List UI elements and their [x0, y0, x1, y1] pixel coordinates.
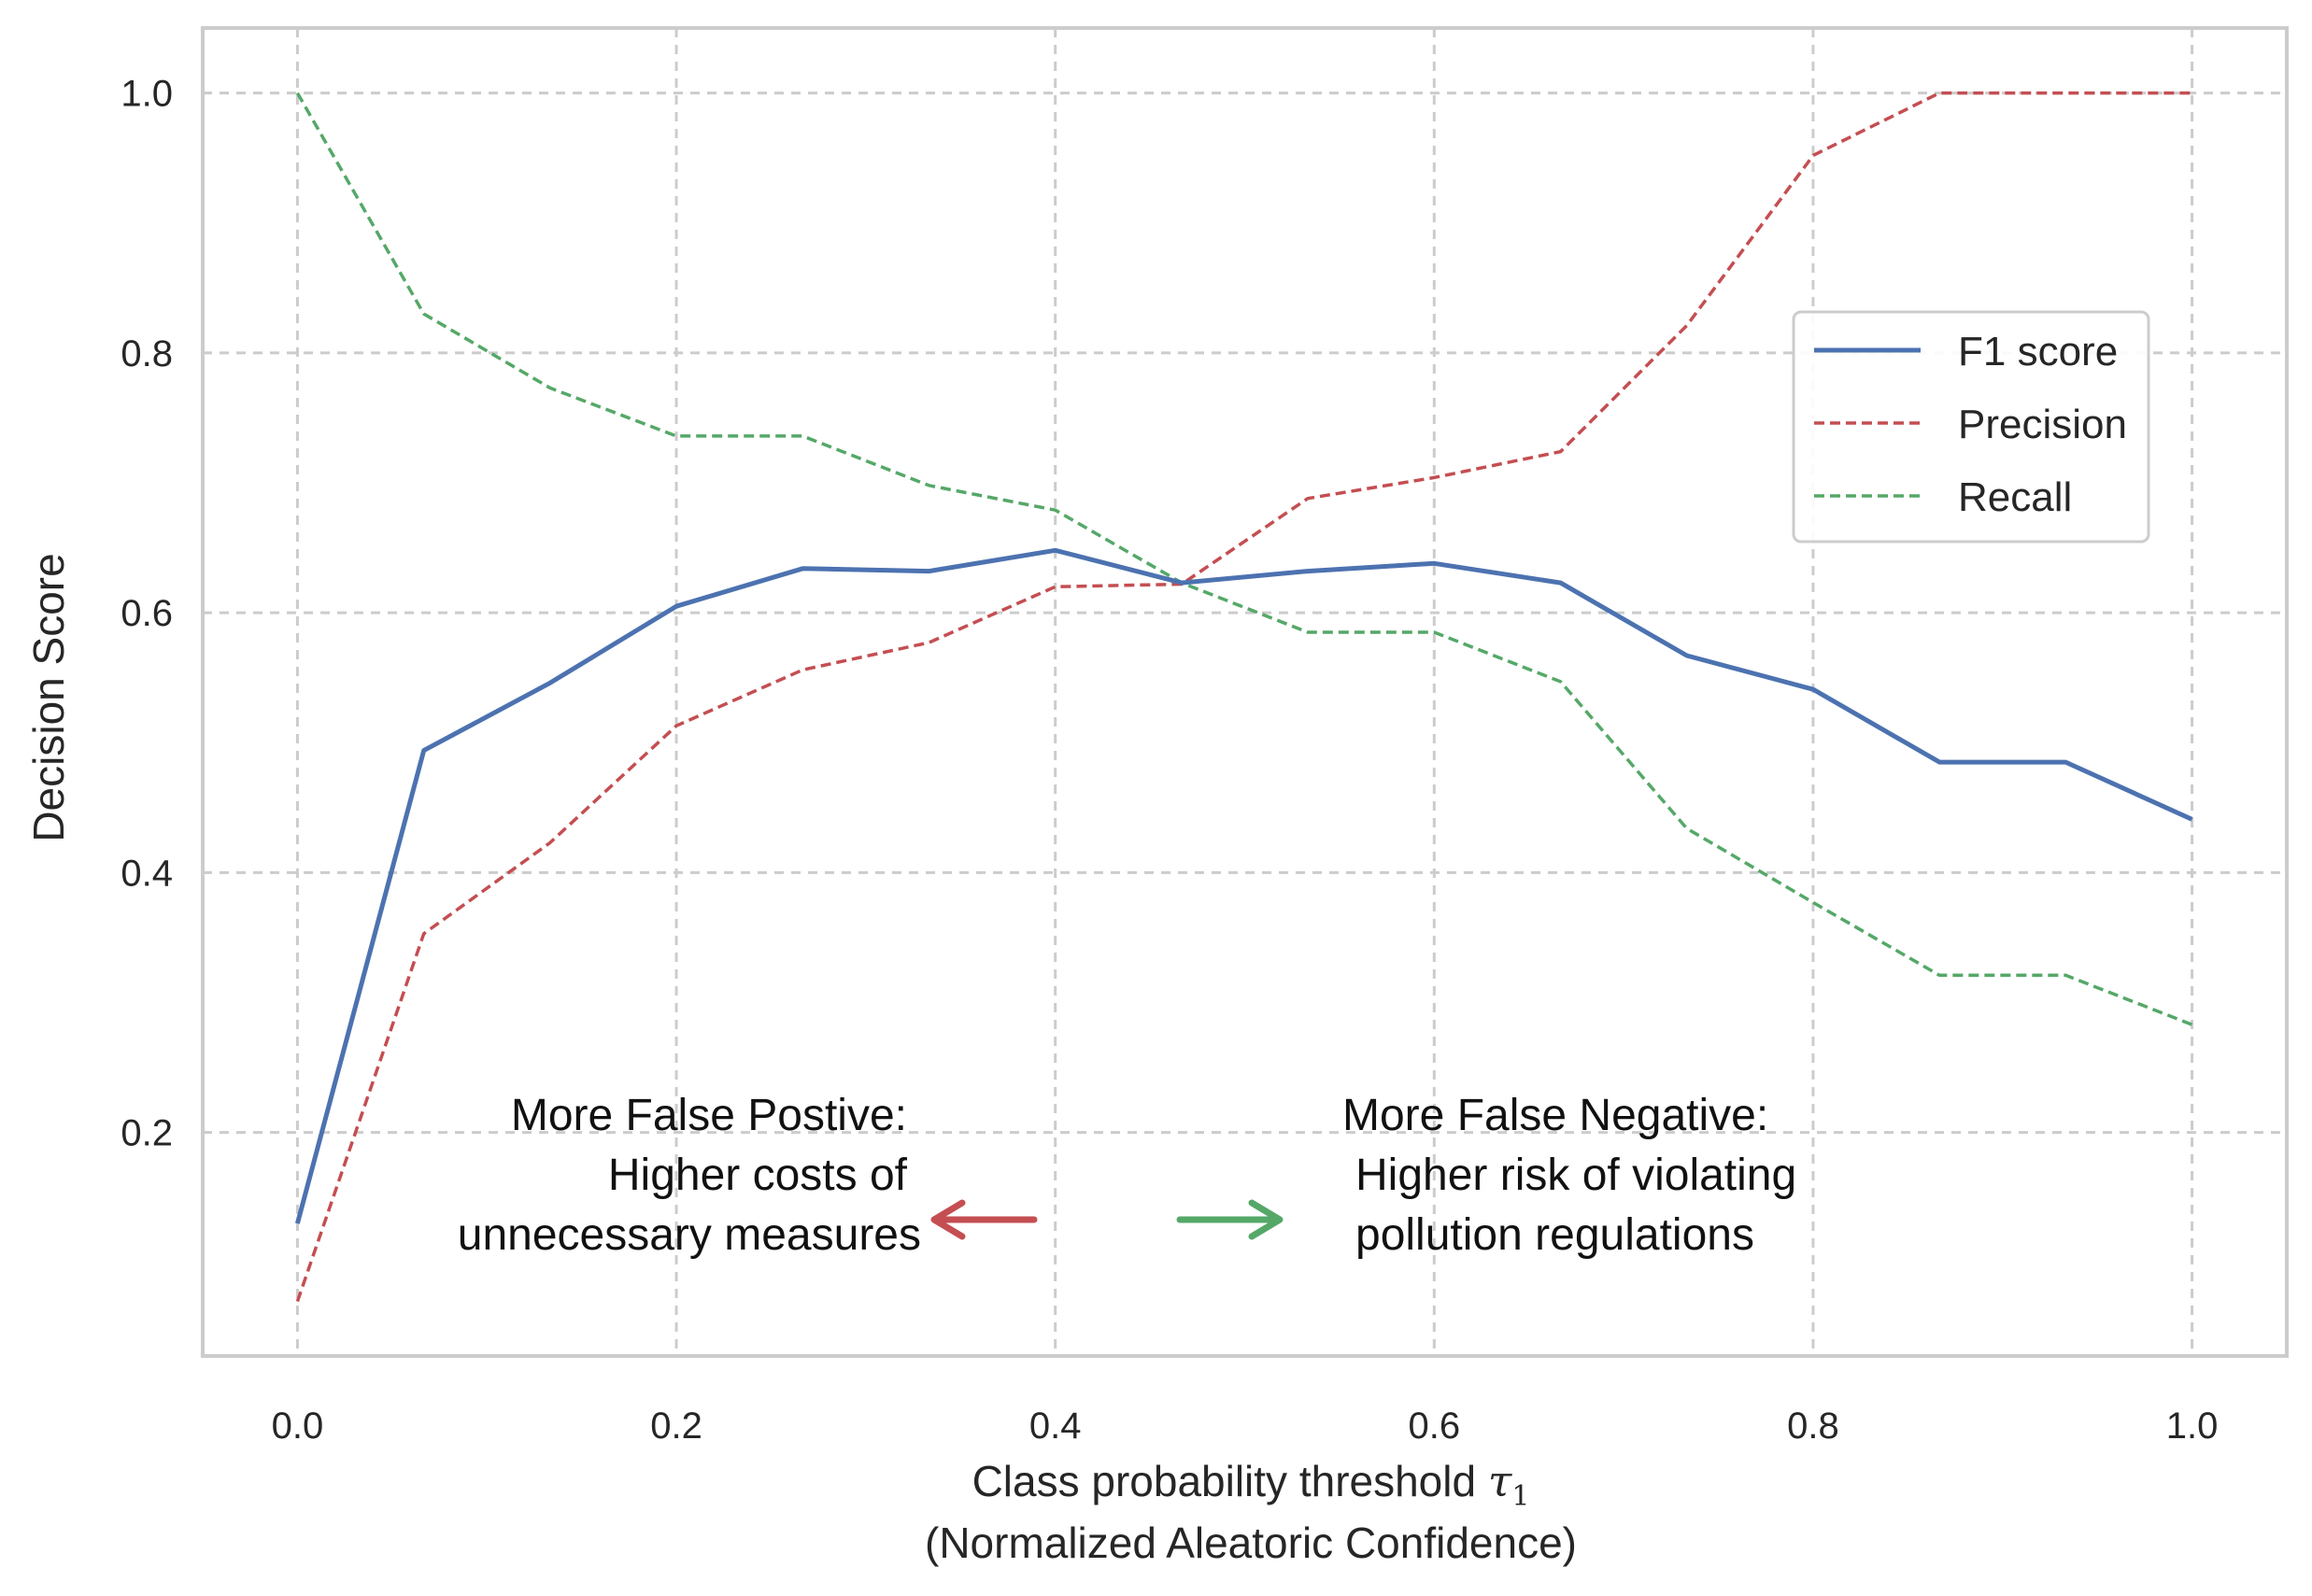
annotation-right-line-2: Higher risk of violating	[1355, 1151, 1796, 1200]
y-tick-label: 1.0	[121, 74, 173, 115]
y-tick-label: 0.4	[121, 853, 173, 894]
x-tick-label: 0.2	[650, 1405, 702, 1447]
annotation-right-arrow	[1176, 1199, 1284, 1240]
x-axis-label-line-1: Class probability threshold τ1	[972, 1456, 1530, 1513]
annotations: More False Postive: Higher costs of unne…	[458, 1091, 1796, 1260]
annotation-left-line-3: unnecessary measures	[458, 1210, 921, 1260]
y-tick-label: 0.8	[121, 333, 173, 374]
series-line-precision	[295, 91, 2192, 1303]
x-tick-label: 0.4	[1029, 1405, 1082, 1447]
y-axis-label: Decision Score	[24, 553, 73, 841]
series-line-f1-score	[294, 547, 2193, 1224]
y-tick-labels: 0.2 0.4 0.6 0.8 1.0	[121, 74, 173, 1154]
series-layer	[294, 91, 2193, 1303]
annotation-right-line-3: pollution regulations	[1355, 1210, 1754, 1260]
legend-frame	[1792, 310, 2150, 544]
x-tick-label: 0.8	[1787, 1405, 1839, 1447]
x-tick-label: 0.6	[1409, 1405, 1461, 1447]
annotation-left-arrow	[930, 1199, 1038, 1240]
legend-label-f1: F1 score	[1958, 329, 2118, 374]
legend-label-recall: Recall	[1958, 474, 2072, 520]
series-line-recall	[295, 92, 2193, 1026]
legend-label-precision: Precision	[1958, 402, 2127, 447]
plot-frame	[201, 26, 2289, 1358]
x-tick-label: 1.0	[2166, 1405, 2219, 1447]
right-arrow-head	[1248, 1199, 1284, 1240]
x-axis-label-line-2: (Normalized Aleatoric Confidence)	[925, 1518, 1577, 1567]
left-arrow-head	[930, 1199, 966, 1240]
legend: F1 score Precision Recall	[1792, 310, 2150, 544]
annotation-left-line-1: More False Postive:	[511, 1091, 907, 1140]
y-tick-label: 0.6	[121, 593, 173, 634]
x-tick-label: 0.0	[272, 1405, 324, 1447]
annotation-right-line-1: More False Negative:	[1342, 1091, 1768, 1140]
y-tick-label: 0.2	[121, 1113, 173, 1154]
x-tick-labels: 0.0 0.2 0.4 0.6 0.8 1.0	[272, 1405, 2219, 1447]
annotation-left-line-2: Higher costs of	[608, 1151, 908, 1200]
